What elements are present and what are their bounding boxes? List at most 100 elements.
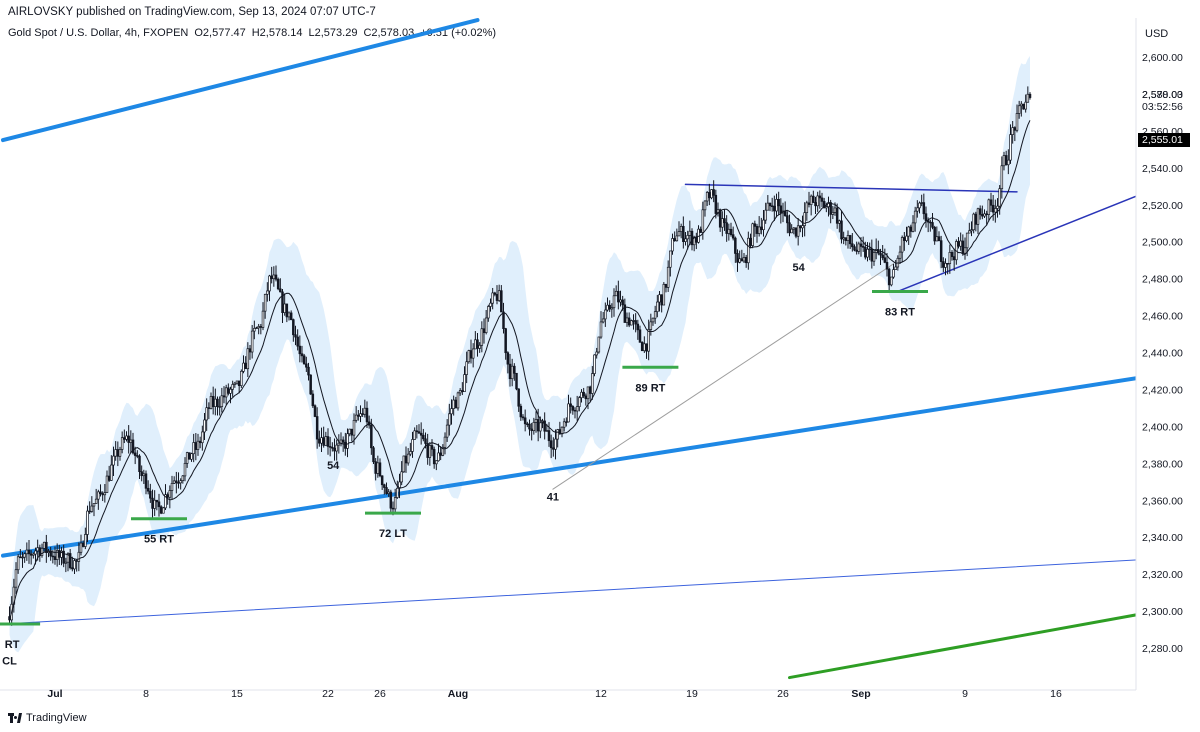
candle [708,183,711,206]
candle [885,253,889,277]
candle [361,408,364,417]
candle-body [805,202,809,213]
candle-body [656,301,659,313]
candle [809,194,813,216]
candle-body [957,241,960,247]
candle-body [374,461,377,474]
candle [77,542,81,572]
candle [907,225,910,245]
candle [450,399,453,425]
candle-body [439,452,442,456]
candle-body [890,276,893,286]
candle-body [51,555,55,558]
candle-body [489,302,492,307]
candle-body [669,250,672,268]
candle-body [829,202,832,215]
candle-body [36,547,39,552]
candle-body [49,550,52,557]
candle-body [994,208,997,213]
candle [250,325,254,359]
candle-body [162,507,165,514]
candle [1011,121,1014,144]
candle-body [844,237,848,241]
candle [705,190,709,206]
candle [300,345,304,363]
candle-body [645,343,648,352]
candle-body [972,213,975,231]
time-tick-label: 12 [595,688,607,700]
time-tick-label: Sep [851,688,870,700]
candle-body [1007,159,1010,166]
candle-body [81,542,85,547]
candle [14,562,18,595]
candle [439,446,442,461]
candle-body [692,236,696,246]
candle-body [68,553,72,569]
candle-body [435,460,438,465]
candle-body [283,303,286,313]
candle [957,237,960,249]
candle-body [517,388,520,407]
candle-body [523,417,527,425]
candle [497,284,501,302]
candle [110,455,113,481]
candle-body [25,549,29,555]
candle [45,534,48,563]
candle [842,231,845,245]
candle-body [77,551,81,562]
candle [1000,156,1004,199]
bar-countdown: 03:52:56 [1142,100,1183,113]
candle [868,242,871,261]
candle [935,226,939,242]
candle-body [536,419,540,432]
candle-body [458,390,462,394]
candle [413,427,416,440]
candle-body [575,406,579,412]
candle-body [309,374,312,395]
candle-body [263,293,267,312]
candle [157,493,161,517]
candle [703,200,707,217]
candle-body [454,399,458,409]
candle [731,226,735,241]
candle [994,199,997,223]
candle [961,234,965,256]
symbol-name[interactable]: Gold Spot / U.S. Dollar, 4h, FXOPEN [8,27,189,39]
candle-body [838,220,841,224]
candle-body [159,506,163,514]
candle [469,339,473,364]
candle [796,218,800,246]
candle-body [266,290,269,295]
candle-body [110,464,113,481]
candle-body [651,317,655,323]
candle-body [335,444,338,452]
candle-body [467,350,471,363]
currency-label[interactable]: USD [1145,28,1169,40]
candle [911,215,915,233]
candle [755,223,759,243]
candle [357,410,360,421]
candle-body [125,435,128,440]
candle [149,483,152,503]
tradingview-brand[interactable]: TradingView [8,712,87,724]
time-tick-label: 19 [686,688,698,700]
candle-body [153,499,156,509]
candle [738,250,741,264]
candle-body [461,390,464,392]
candle [534,411,538,433]
candle [227,383,230,396]
candle-body [75,560,78,562]
candle [181,475,185,484]
candle-body [640,341,644,352]
candle [786,211,789,234]
candle-body [894,266,897,270]
candle-body [138,455,141,473]
candle [432,446,436,469]
candle [302,353,306,365]
candle-body [961,240,965,254]
candle-body [688,230,692,236]
candle [114,441,117,461]
ohlc-low: L2,573.29 [308,27,358,39]
candle-body [71,567,74,570]
